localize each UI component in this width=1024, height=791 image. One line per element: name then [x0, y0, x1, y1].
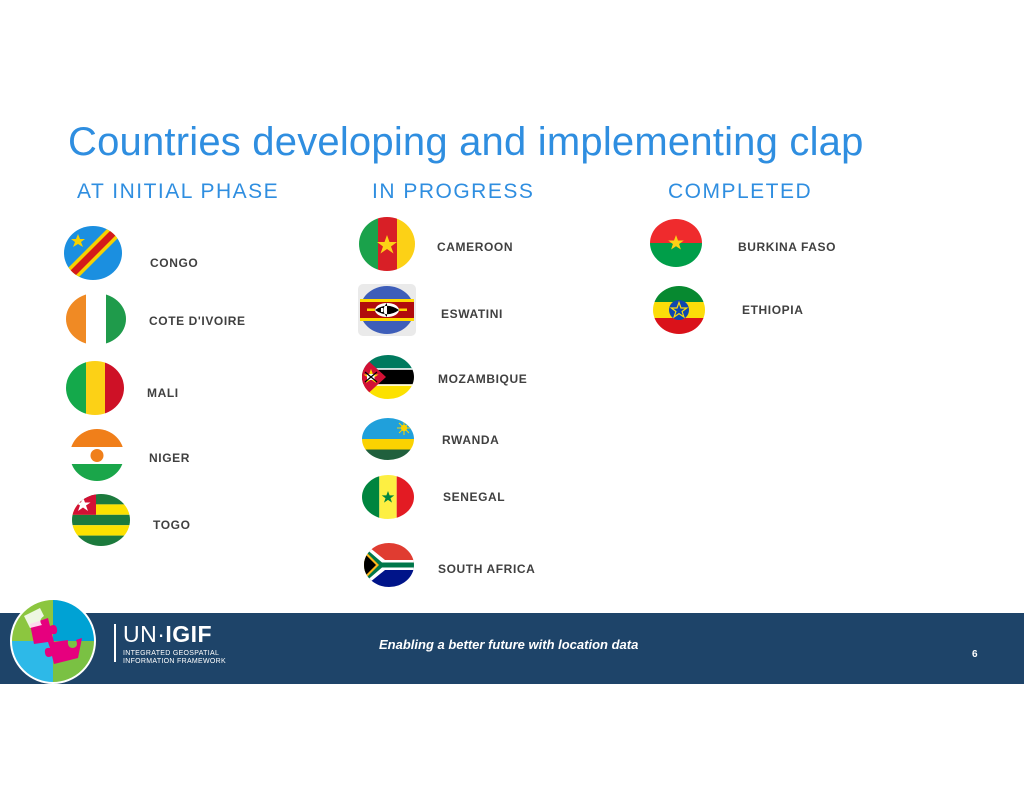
logo-subtitle-line-2: INFORMATION FRAMEWORK: [123, 658, 226, 665]
senegal-flag-icon: [362, 475, 414, 519]
cote-divoire-flag-icon: [66, 293, 126, 345]
heading-initial-phase: AT INITIAL PHASE: [77, 180, 280, 203]
country-label-cote-divoire: COTE D'IVOIRE: [149, 314, 246, 328]
cameroon-flag-icon: [359, 217, 415, 271]
heading-in-progress: IN PROGRESS: [372, 180, 535, 203]
country-label-eswatini: ESWATINI: [441, 307, 503, 321]
south-africa-flag-icon: [364, 543, 414, 587]
country-label-senegal: SENEGAL: [443, 490, 506, 504]
logo-divider: [114, 624, 116, 662]
mozambique-flag-icon: [362, 355, 414, 399]
un-igif-wordmark: UN·IGIF: [123, 621, 212, 648]
country-label-rwanda: RWANDA: [442, 433, 500, 447]
heading-completed: COMPLETED: [668, 180, 813, 203]
slide-title: Countries developing and implementing cl…: [68, 120, 864, 164]
country-label-ethiopia: ETHIOPIA: [742, 303, 804, 317]
country-label-niger: NIGER: [149, 451, 191, 465]
logo-subtitle-line-1: INTEGRATED GEOSPATIAL: [123, 650, 220, 657]
footer-bar: [0, 613, 1024, 684]
eswatini-flag-icon: [358, 284, 416, 336]
country-label-togo: TOGO: [153, 518, 191, 532]
country-label-cameroon: CAMEROON: [437, 240, 514, 254]
country-label-mali: MALI: [147, 386, 179, 400]
country-label-congo: CONGO: [150, 256, 199, 270]
puzzle-globe-logo: [10, 598, 96, 684]
logo-un: UN·: [123, 621, 166, 647]
mali-flag-icon: [66, 361, 124, 415]
footer-tagline: Enabling a better future with location d…: [379, 637, 639, 652]
logo-igif: IGIF: [165, 621, 213, 647]
country-label-burkina-faso: BURKINA FASO: [738, 240, 837, 254]
ethiopia-flag-icon: [653, 286, 705, 334]
burkina-faso-flag-icon: [650, 219, 702, 267]
country-label-mozambique: MOZAMBIQUE: [438, 372, 528, 386]
logo-subtitle: INTEGRATED GEOSPATIAL INFORMATION FRAMEW…: [123, 650, 226, 666]
country-label-south-africa: SOUTH AFRICA: [438, 562, 536, 576]
rwanda-flag-icon: [362, 418, 414, 460]
togo-flag-icon: [72, 494, 130, 546]
niger-flag-icon: [70, 429, 124, 481]
congo-flag-icon: [64, 226, 122, 280]
page-number: 6: [972, 649, 978, 660]
